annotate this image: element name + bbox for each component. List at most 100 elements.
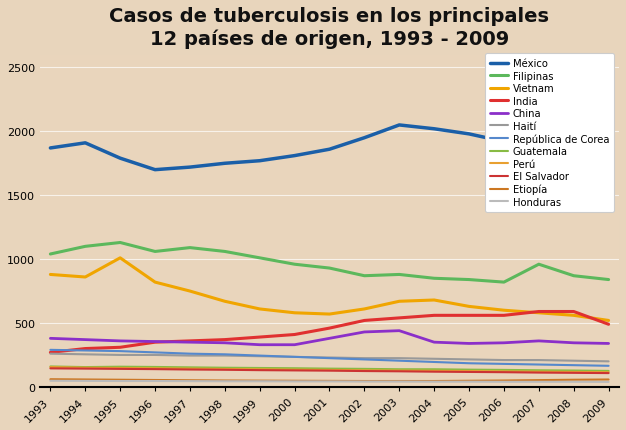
Vietnam <box>431 298 438 303</box>
Honduras <box>605 379 612 384</box>
Etiopía <box>221 378 228 383</box>
Line: México: México <box>51 126 608 182</box>
Filipinas <box>186 246 193 251</box>
Vietnam <box>326 312 333 317</box>
Honduras <box>500 379 508 384</box>
Etiopía <box>291 378 299 384</box>
India <box>431 313 438 318</box>
Haití <box>570 358 577 363</box>
El Salvador <box>361 369 368 374</box>
Filipinas <box>47 252 54 257</box>
China <box>47 336 54 341</box>
Title: Casos de tuberculosis en los principales
12 países de origen, 1993 - 2009: Casos de tuberculosis en los principales… <box>110 7 550 49</box>
Vietnam <box>186 289 193 294</box>
México <box>116 156 124 161</box>
México <box>151 168 159 173</box>
México <box>535 144 543 149</box>
Honduras <box>396 379 403 384</box>
Perú <box>81 366 89 371</box>
Honduras <box>535 379 543 384</box>
Guatemala <box>361 366 368 372</box>
Etiopía <box>361 378 368 384</box>
República de Corea <box>465 361 473 366</box>
El Salvador <box>500 370 508 375</box>
Honduras <box>221 379 228 384</box>
El Salvador <box>47 366 54 371</box>
Perú <box>291 367 299 372</box>
Haití <box>221 353 228 358</box>
Haití <box>186 353 193 358</box>
Filipinas <box>361 273 368 279</box>
Haití <box>535 358 543 363</box>
Vietnam <box>535 310 543 316</box>
El Salvador <box>256 368 264 373</box>
México <box>291 154 299 159</box>
India <box>361 318 368 323</box>
Line: China: China <box>51 331 608 345</box>
El Salvador <box>186 367 193 372</box>
México <box>361 136 368 141</box>
Haití <box>396 356 403 361</box>
Vietnam <box>221 299 228 304</box>
Perú <box>465 369 473 374</box>
Honduras <box>291 379 299 384</box>
República de Corea <box>605 363 612 369</box>
India <box>396 316 403 321</box>
Honduras <box>47 378 54 384</box>
India <box>151 340 159 345</box>
El Salvador <box>221 367 228 372</box>
China <box>256 342 264 347</box>
Honduras <box>256 379 264 384</box>
Honduras <box>570 379 577 384</box>
India <box>605 322 612 327</box>
El Salvador <box>570 370 577 375</box>
México <box>221 161 228 166</box>
Line: República de Corea: República de Corea <box>51 350 608 366</box>
Guatemala <box>186 365 193 370</box>
Perú <box>570 369 577 375</box>
Vietnam <box>256 307 264 312</box>
Perú <box>116 366 124 371</box>
Filipinas <box>326 266 333 271</box>
Filipinas <box>116 240 124 246</box>
Etiopía <box>605 377 612 382</box>
Honduras <box>465 379 473 384</box>
India <box>465 313 473 318</box>
Honduras <box>116 378 124 384</box>
China <box>186 340 193 345</box>
Vietnam <box>570 313 577 318</box>
Etiopía <box>465 378 473 384</box>
Etiopía <box>535 378 543 383</box>
Vietnam <box>500 308 508 313</box>
Legend: México, Filipinas, Vietnam, India, China, Haití, República de Corea, Guatemala, : México, Filipinas, Vietnam, India, China… <box>485 54 614 212</box>
El Salvador <box>396 369 403 374</box>
Guatemala <box>221 366 228 371</box>
China <box>605 341 612 346</box>
Filipinas <box>431 276 438 281</box>
India <box>291 332 299 337</box>
Filipinas <box>570 273 577 279</box>
Guatemala <box>256 366 264 371</box>
Guatemala <box>291 366 299 371</box>
México <box>396 123 403 128</box>
Vietnam <box>116 256 124 261</box>
Line: Haití: Haití <box>51 354 608 362</box>
Line: Perú: Perú <box>51 367 608 372</box>
México <box>256 159 264 164</box>
El Salvador <box>326 368 333 373</box>
Honduras <box>81 378 89 384</box>
República de Corea <box>256 353 264 358</box>
México <box>326 147 333 153</box>
Haití <box>361 356 368 361</box>
Guatemala <box>465 367 473 372</box>
Vietnam <box>81 275 89 280</box>
Haití <box>256 354 264 359</box>
Perú <box>500 369 508 374</box>
México <box>465 132 473 137</box>
México <box>570 163 577 168</box>
Guatemala <box>326 366 333 372</box>
Vietnam <box>361 307 368 312</box>
México <box>186 165 193 170</box>
Filipinas <box>500 280 508 285</box>
México <box>81 141 89 146</box>
